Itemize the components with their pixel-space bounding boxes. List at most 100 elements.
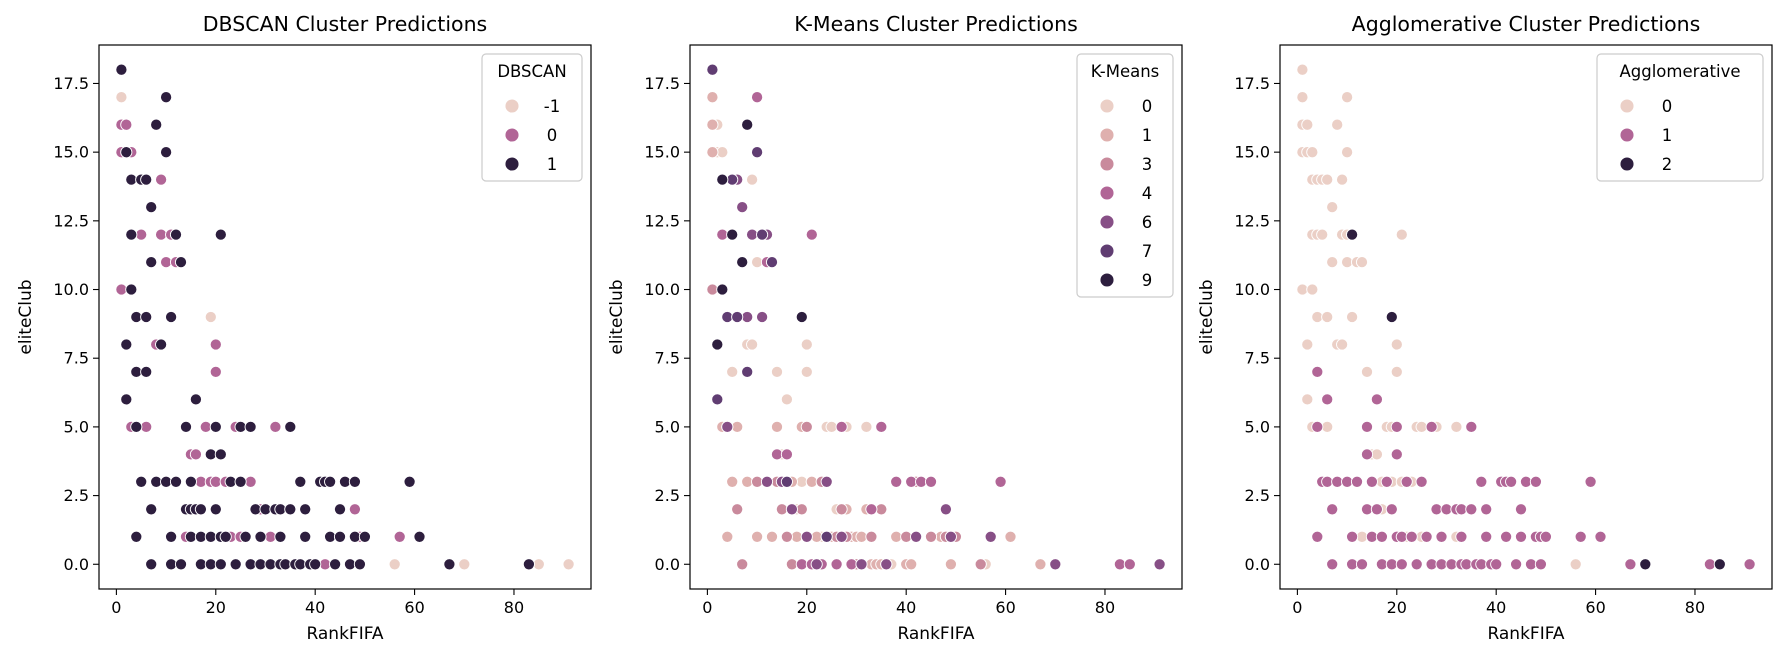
data-point — [189, 393, 202, 406]
legend-marker — [1099, 127, 1115, 143]
legend-label: 1 — [547, 155, 558, 174]
data-point — [174, 256, 188, 269]
data-point — [716, 173, 729, 186]
x-tick-label: 80 — [1685, 598, 1705, 617]
data-point — [1375, 530, 1388, 543]
data-point — [1534, 558, 1547, 571]
axes-frame — [689, 44, 1183, 590]
data-point — [353, 558, 366, 571]
data-point — [284, 503, 297, 516]
x-axis-label: RankFIFA — [897, 624, 974, 644]
data-point — [1331, 118, 1344, 131]
data-point — [760, 475, 774, 488]
x-tick-label: 60 — [995, 598, 1015, 617]
y-tick-label: 12.5 — [1234, 211, 1270, 230]
data-point — [244, 420, 257, 433]
data-point — [800, 365, 813, 378]
legend-marker — [1099, 214, 1115, 230]
y-tick-label: 0.0 — [655, 555, 680, 574]
data-point — [765, 530, 779, 543]
data-point — [1480, 503, 1493, 516]
data-point — [835, 503, 848, 516]
legend-marker — [1099, 243, 1115, 259]
data-point — [324, 475, 337, 488]
data-point — [1321, 393, 1334, 406]
data-point — [780, 448, 793, 461]
chart-panel-2: 0 20 40 60 800.02.55.07.510.012.515.017.5Agg… — [1197, 12, 1773, 644]
legend-label: 1 — [1662, 126, 1673, 145]
data-point — [726, 365, 739, 378]
data-point — [1574, 530, 1587, 543]
x-tick-label: 40 — [305, 598, 325, 617]
data-point — [1455, 530, 1468, 543]
data-point — [1385, 503, 1398, 516]
x-axis-label: RankFIFA — [306, 624, 383, 644]
data-point — [721, 530, 734, 543]
data-point — [299, 530, 312, 543]
data-point — [1510, 558, 1523, 571]
data-point — [145, 503, 158, 516]
data-point — [1034, 558, 1047, 571]
data-point — [1365, 475, 1378, 488]
data-point — [189, 448, 202, 461]
data-point — [140, 365, 153, 378]
data-point — [562, 558, 575, 571]
data-point — [865, 503, 878, 516]
legend-marker — [504, 98, 520, 114]
data-point — [150, 118, 163, 131]
data-point — [805, 228, 818, 241]
data-point — [244, 475, 257, 488]
data-point — [1400, 475, 1413, 488]
y-axis-label: eliteClub — [16, 279, 36, 354]
x-tick-label: 0 — [1292, 598, 1302, 617]
data-point — [736, 256, 749, 269]
data-point — [1435, 530, 1448, 543]
data-point — [204, 558, 217, 571]
data-point — [1326, 256, 1339, 269]
data-point — [1370, 503, 1383, 516]
y-tick-label: 7.5 — [64, 349, 89, 368]
data-point — [1336, 338, 1349, 351]
data-point — [209, 365, 222, 378]
y-tick-label: 17.5 — [53, 74, 89, 93]
data-point — [1360, 365, 1374, 378]
legend-marker — [1619, 98, 1635, 114]
data-point — [1450, 420, 1463, 433]
legend-label: 6 — [1142, 213, 1153, 232]
data-point — [706, 63, 719, 76]
data-point — [155, 338, 168, 351]
data-point — [413, 530, 426, 543]
x-axis-label: RankFIFA — [1487, 624, 1564, 644]
x-tick-label: 40 — [1486, 598, 1506, 617]
legend-label: 4 — [1142, 184, 1153, 203]
data-point — [155, 228, 168, 241]
data-point — [254, 530, 267, 543]
data-point — [1355, 558, 1369, 571]
data-point — [944, 558, 957, 571]
legend-title: DBSCAN — [497, 62, 566, 81]
data-point — [765, 256, 779, 269]
legend: DBSCAN -1 0 1 — [481, 53, 583, 182]
data-point — [795, 310, 808, 324]
data-point — [165, 530, 178, 543]
data-point — [1153, 558, 1166, 571]
x-tick-label: 60 — [1585, 598, 1605, 617]
x-tick-label: 0 — [702, 598, 712, 617]
data-point — [1415, 420, 1428, 433]
data-point — [1306, 283, 1319, 296]
data-point — [254, 558, 267, 571]
data-point — [214, 228, 227, 241]
data-point — [1380, 475, 1393, 488]
data-point — [711, 338, 724, 351]
data-point — [229, 558, 242, 571]
data-point — [751, 91, 764, 104]
y-tick-label: 10.0 — [1234, 280, 1270, 299]
data-point — [1514, 503, 1528, 516]
data-point — [1301, 118, 1314, 131]
data-point — [1639, 558, 1652, 571]
legend-label: 7 — [1142, 242, 1153, 261]
data-point — [746, 173, 759, 186]
data-point — [775, 503, 788, 516]
legend-box — [481, 53, 583, 182]
